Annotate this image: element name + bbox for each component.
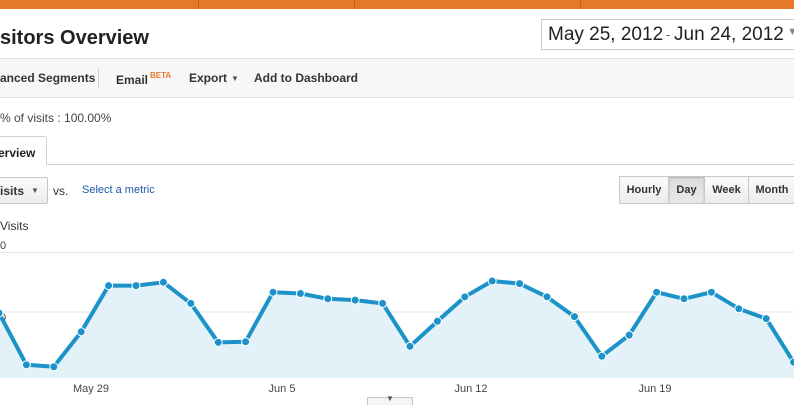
data-point <box>0 308 4 318</box>
data-point <box>350 295 360 305</box>
select-metric-link[interactable]: Select a metric <box>82 184 155 196</box>
nav-divider <box>198 0 199 9</box>
date-range-picker[interactable]: May 25, 2012 - Jun 24, 2012 ▼ <box>541 19 794 50</box>
chevron-down-icon: ▼ <box>787 26 794 38</box>
chart-series-label: Visits <box>0 219 29 233</box>
data-point <box>21 360 31 370</box>
week-button[interactable]: Week <box>704 176 749 204</box>
data-point <box>761 314 771 324</box>
add-to-dashboard-button[interactable]: Add to Dashboard <box>254 71 358 85</box>
data-point <box>49 362 59 372</box>
y-tick-label: 0 <box>0 240 7 252</box>
data-point <box>706 287 716 297</box>
month-button[interactable]: Month <box>748 176 794 204</box>
data-point <box>515 279 525 289</box>
x-tick-label: May 29 <box>72 383 110 395</box>
chevron-down-icon: ▼ <box>386 394 394 403</box>
data-point <box>186 298 196 308</box>
hourly-button[interactable]: Hourly <box>619 176 669 204</box>
data-point <box>76 327 86 337</box>
date-separator: - <box>666 27 671 42</box>
vs-label: vs. <box>53 184 69 198</box>
data-point <box>104 281 114 291</box>
day-button[interactable]: Day <box>668 176 705 204</box>
data-point <box>295 289 305 299</box>
advanced-segments-button[interactable]: anced Segments <box>0 71 96 85</box>
metric-select[interactable]: isits ▼ <box>0 177 48 204</box>
data-point <box>487 276 497 286</box>
data-point <box>131 281 141 291</box>
page-title: sitors Overview <box>0 27 149 49</box>
chevron-down-icon: ▼ <box>231 74 239 83</box>
data-point <box>542 292 552 302</box>
top-nav-bar <box>0 0 794 9</box>
data-point <box>652 287 662 297</box>
x-tick-label: Jun 12 <box>454 383 488 395</box>
chevron-down-icon: ▼ <box>31 186 39 195</box>
date-start: May 25, 2012 <box>548 24 664 45</box>
data-point <box>679 294 689 304</box>
x-tick-label: Jun 19 <box>638 383 672 395</box>
data-point <box>378 298 388 308</box>
data-point <box>241 337 251 347</box>
data-point <box>597 351 607 361</box>
data-point <box>323 294 333 304</box>
tab-overview[interactable]: erview <box>0 136 47 165</box>
date-end: Jun 24, 2012 <box>674 24 784 45</box>
beta-badge: BETA <box>150 71 172 80</box>
email-button[interactable]: Email BETA <box>116 71 171 87</box>
x-tick-label: Jun 5 <box>268 383 296 395</box>
nav-divider <box>580 0 581 9</box>
segment-summary: % of visits : 100.00% <box>0 111 112 125</box>
data-point <box>213 337 223 347</box>
data-point <box>734 304 744 314</box>
data-point <box>432 316 442 326</box>
email-label: Email <box>116 73 149 87</box>
data-point <box>569 312 579 322</box>
data-point <box>624 330 634 340</box>
data-point <box>268 287 278 297</box>
metric-select-value: isits <box>0 184 25 198</box>
export-button[interactable]: Export ▼ <box>189 71 239 85</box>
nav-divider <box>354 0 355 9</box>
report-toolbar: anced Segments Email BETA Export ▼ Add to … <box>0 58 794 98</box>
data-point <box>460 292 470 302</box>
visits-chart <box>0 252 794 378</box>
data-point <box>158 277 168 287</box>
data-point <box>405 341 415 351</box>
chart-resize-handle[interactable]: ▼ <box>367 394 413 405</box>
toolbar-divider <box>98 68 99 88</box>
tab-baseline <box>0 164 794 165</box>
export-label: Export <box>189 71 228 85</box>
data-point <box>789 357 794 367</box>
